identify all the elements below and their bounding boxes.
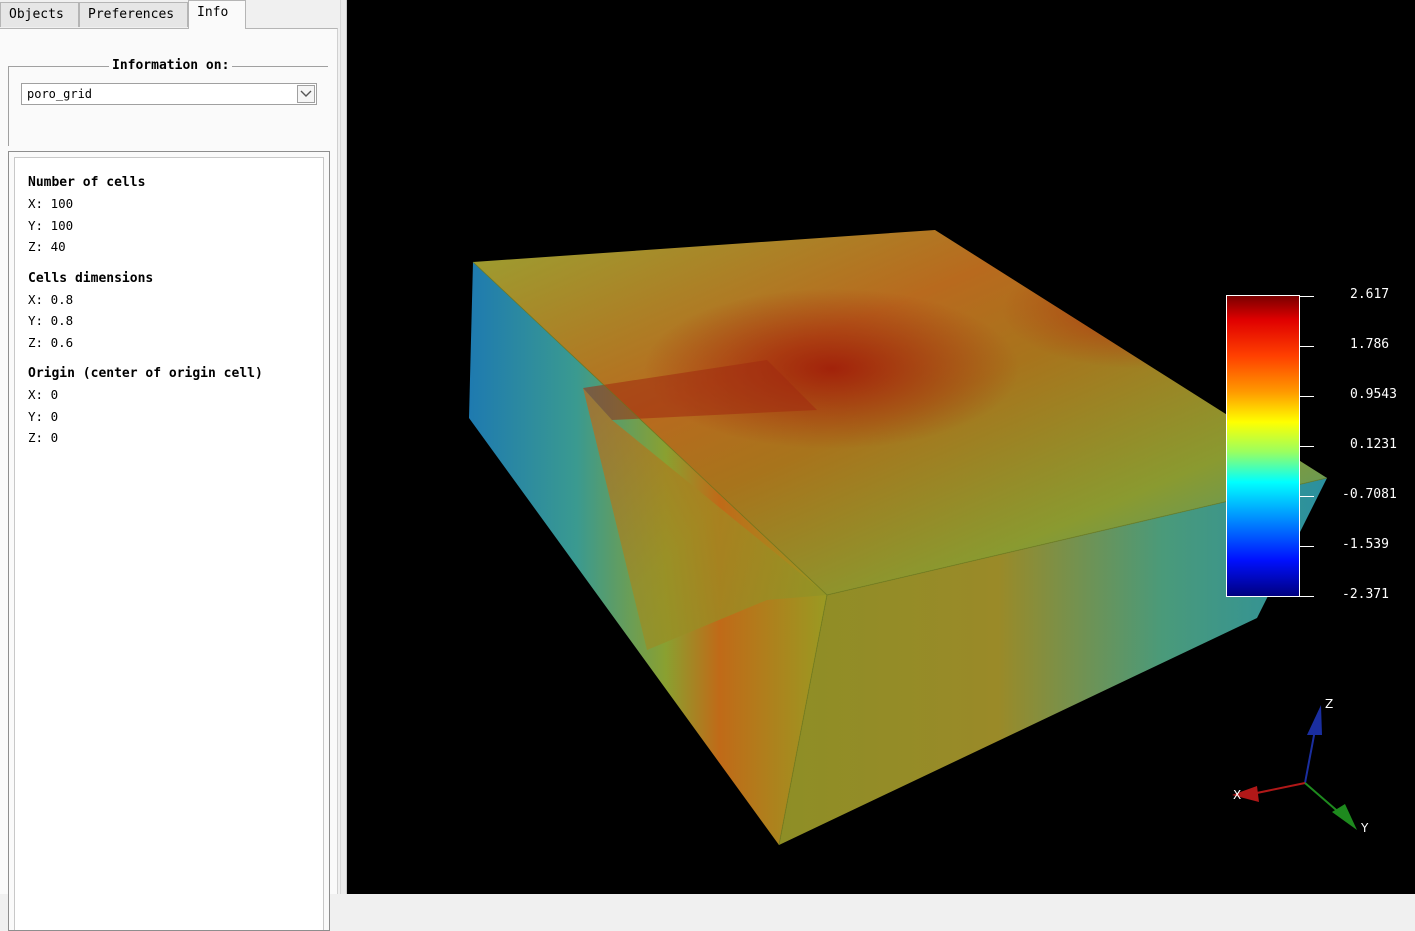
- origin-y: Y: 0: [28, 408, 59, 424]
- num-cells-z: Z: 40: [28, 239, 66, 254]
- colorbar-label: -2.371: [1342, 587, 1389, 602]
- colorbar-tick: [1300, 596, 1314, 597]
- axis-label-y: Y: [1360, 821, 1369, 835]
- info-text-area: Number of cells X: 100 Y: 100 Z: 40 Cell…: [14, 157, 324, 930]
- tab-preferences[interactable]: Preferences: [79, 2, 188, 27]
- 3d-viewport[interactable]: Z X Y 2.617 1.786 0.9543 0.1231 -0.7081 -1.53…: [346, 0, 1415, 894]
- colorbar-tick: [1300, 396, 1314, 397]
- cell-dims-y: Y: 0.8: [28, 313, 74, 328]
- color-scale-bar: [1226, 295, 1300, 597]
- grid-render: Z X Y: [469, 230, 1369, 846]
- info-tab-pane: Information on: poro_grid Number of cell…: [0, 28, 338, 931]
- info-text-box: Number of cells X: 100 Y: 100 Z: 40 Cell…: [8, 151, 330, 931]
- colorbar-tick: [1300, 496, 1314, 497]
- colorbar-tick: [1300, 346, 1314, 347]
- information-on-title: Information on:: [109, 58, 233, 73]
- colorbar-label: -1.539: [1342, 537, 1389, 552]
- num-cells-title: Number of cells: [28, 175, 146, 190]
- colorbar-tick: [1300, 446, 1314, 447]
- colorbar-label: 1.786: [1350, 337, 1390, 352]
- origin-z: Z: 0: [28, 430, 59, 445]
- cell-dims-title: Cells dimensions: [28, 270, 154, 286]
- axis-label-z: Z: [1325, 697, 1333, 711]
- cell-dims-x: X: 0.8: [28, 291, 74, 307]
- left-panel: Objects Preferences Info Information on:…: [0, 0, 340, 931]
- colorbar-tick: [1300, 296, 1314, 297]
- colorbar-label: 0.1231: [1350, 437, 1397, 452]
- num-cells-x: X: 100: [28, 196, 74, 211]
- tab-info[interactable]: Info: [188, 0, 246, 29]
- colorbar-label: 0.9543: [1350, 387, 1397, 402]
- colorbar-tick: [1300, 546, 1314, 547]
- colorbar-label: 2.617: [1350, 287, 1390, 302]
- axis-label-x: X: [1233, 788, 1241, 802]
- object-select[interactable]: poro_grid: [21, 83, 317, 105]
- cell-dims-z: Z: 0.6: [28, 334, 74, 350]
- origin-x: X: 0: [28, 387, 59, 402]
- num-cells-y: Y: 100: [28, 217, 74, 233]
- panel-splitter[interactable]: [340, 0, 346, 894]
- object-select-value: poro_grid: [27, 87, 93, 101]
- color-legend: 2.617 1.786 0.9543 0.1231 -0.7081 -1.539 -2.37…: [1226, 287, 1397, 602]
- origin-title: Origin (center of origin cell): [28, 366, 263, 381]
- tab-bar: Objects Preferences Info: [0, 0, 340, 29]
- axes-triad: Z X Y: [1232, 697, 1369, 835]
- tab-objects[interactable]: Objects: [0, 2, 79, 27]
- chevron-down-icon[interactable]: [297, 85, 315, 103]
- information-on-group: Information on: poro_grid: [8, 58, 328, 146]
- colorbar-label: -0.7081: [1342, 487, 1397, 502]
